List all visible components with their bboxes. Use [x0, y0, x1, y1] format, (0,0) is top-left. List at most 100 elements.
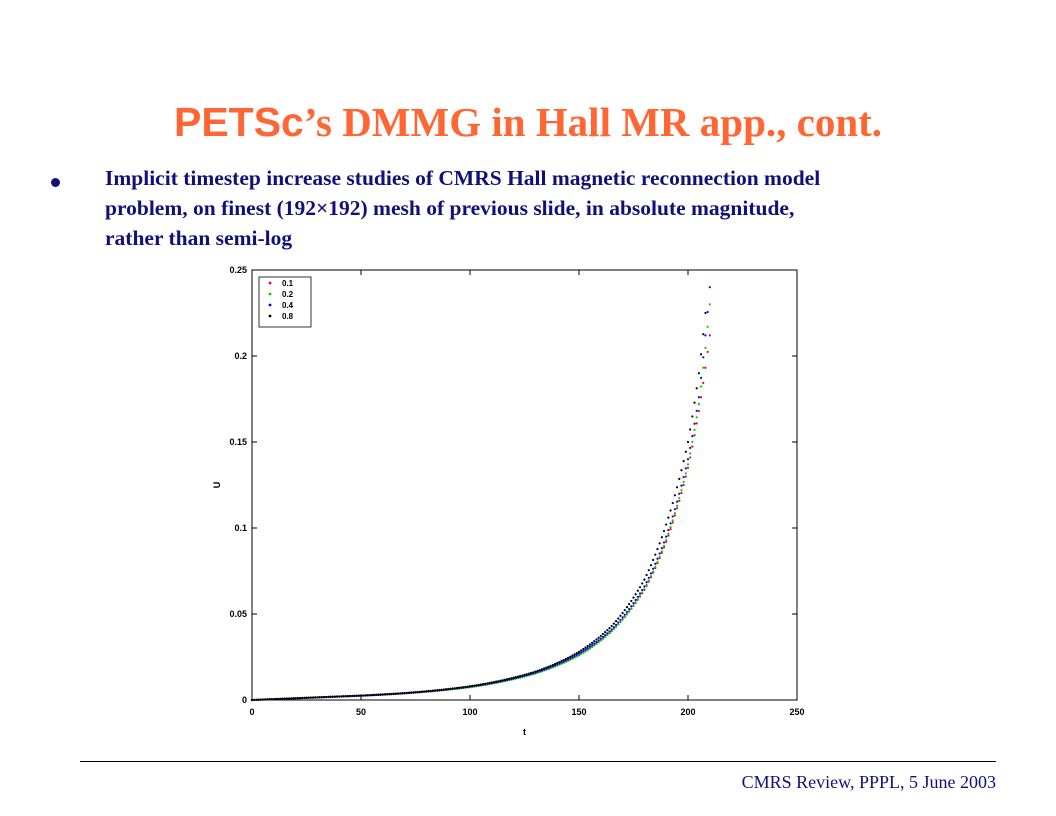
- data-point: [392, 692, 395, 695]
- data-point: [514, 676, 517, 679]
- data-point: [634, 601, 637, 604]
- data-point: [263, 698, 267, 701]
- data-point: [689, 452, 692, 455]
- data-point: [601, 632, 605, 636]
- legend-marker: [268, 314, 272, 318]
- data-point: [508, 677, 511, 680]
- data-point: [329, 695, 332, 698]
- x-tick-label: 0: [249, 707, 254, 717]
- data-point: [580, 649, 583, 652]
- legend-label: 0.1: [282, 279, 294, 288]
- data-point: [453, 687, 456, 690]
- data-point: [549, 664, 552, 667]
- legend-marker: [268, 281, 272, 285]
- data-point: [567, 656, 570, 659]
- data-point: [608, 632, 611, 635]
- data-point: [490, 681, 493, 684]
- data-point: [368, 694, 371, 697]
- data-point: [643, 585, 646, 588]
- data-point: [521, 674, 524, 677]
- data-point: [595, 642, 598, 645]
- data-point: [599, 639, 602, 642]
- data-point: [325, 695, 328, 699]
- data-point: [527, 672, 530, 675]
- data-point: [560, 659, 563, 663]
- data-point: [658, 555, 661, 558]
- data-point: [431, 689, 435, 692]
- data-point: [706, 310, 709, 314]
- data-point: [669, 509, 672, 512]
- data-point: [499, 679, 502, 682]
- data-point: [593, 642, 596, 645]
- data-point: [689, 446, 692, 450]
- data-point: [523, 673, 526, 676]
- data-point: [614, 625, 618, 628]
- data-point: [612, 627, 615, 631]
- data-point: [584, 650, 587, 653]
- data-point: [638, 592, 642, 595]
- data-point: [695, 416, 698, 419]
- data-point: [702, 381, 705, 384]
- data-point: [597, 639, 600, 642]
- data-point: [580, 652, 583, 656]
- data-point: [699, 396, 703, 399]
- data-point: [699, 376, 703, 380]
- data-point: [680, 469, 683, 472]
- data-point: [471, 684, 474, 688]
- chart: 0 50 100 150 200 250 0 0.05 0.1 0.15 0.2 0.25 t U 0.1 0…: [212, 265, 805, 737]
- data-point: [684, 467, 687, 470]
- data-point: [621, 616, 624, 619]
- data-point: [401, 692, 404, 695]
- data-point: [484, 682, 487, 685]
- data-point: [353, 694, 356, 697]
- data-point: [543, 667, 546, 670]
- data-point: [277, 697, 280, 701]
- data-point: [314, 696, 317, 699]
- legend-label: 0.4: [282, 301, 294, 310]
- data-point: [534, 670, 537, 673]
- data-point: [564, 657, 568, 661]
- data-point: [335, 695, 339, 698]
- data-point: [573, 656, 576, 659]
- data-point: [447, 687, 450, 691]
- data-point: [501, 679, 504, 682]
- data-point: [641, 582, 644, 585]
- data-point: [678, 492, 681, 495]
- data-point: [298, 696, 302, 700]
- data-point: [495, 680, 498, 683]
- data-point: [643, 578, 646, 581]
- legend-marker: [268, 303, 272, 307]
- data-point: [604, 631, 607, 634]
- data-point: [362, 694, 365, 697]
- data-point: [678, 477, 681, 480]
- data-point: [410, 691, 413, 694]
- data-point: [525, 673, 528, 676]
- data-point: [580, 651, 583, 654]
- data-point: [320, 696, 323, 699]
- data-point: [706, 350, 709, 354]
- data-point: [630, 607, 633, 610]
- data-point: [617, 617, 620, 620]
- data-point: [610, 630, 613, 633]
- data-point: [327, 695, 330, 698]
- data-point: [684, 472, 687, 475]
- data-point: [656, 560, 659, 563]
- data-point: [643, 587, 646, 591]
- data-point: [630, 605, 633, 608]
- data-point: [292, 697, 295, 700]
- data-point: [290, 697, 293, 700]
- data-point: [571, 655, 574, 659]
- bullet-line: rather than semi-log: [105, 226, 293, 250]
- data-point: [699, 385, 703, 388]
- data-point: [708, 334, 711, 337]
- data-point: [608, 627, 611, 630]
- data-point: [575, 653, 578, 656]
- data-point: [652, 567, 655, 570]
- y-tick-label: 0.25: [229, 265, 247, 275]
- data-point: [606, 633, 609, 637]
- data-point: [383, 693, 387, 696]
- data-point: [575, 651, 578, 655]
- data-point: [621, 618, 624, 621]
- data-point: [569, 655, 572, 658]
- data-point: [355, 694, 358, 697]
